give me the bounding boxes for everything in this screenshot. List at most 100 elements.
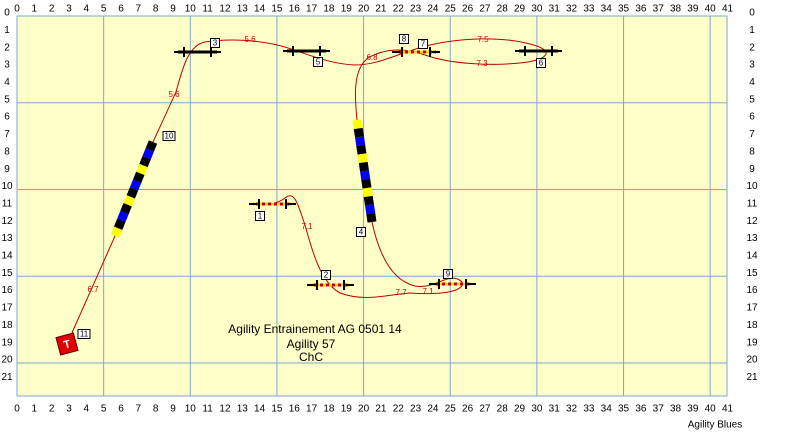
x-label: 2: [49, 404, 55, 415]
start-label: T: [62, 338, 72, 351]
caption-line: ChC: [299, 350, 323, 364]
y-label: 12: [1, 216, 13, 227]
obstacle-number: 2: [324, 271, 329, 280]
x-label: 24: [427, 404, 439, 415]
x-label: 7: [136, 404, 142, 415]
x-label: 15: [271, 404, 283, 415]
x-label: 33: [583, 404, 595, 415]
y-label: 21: [1, 372, 13, 383]
obstacle-number-box: [255, 211, 265, 221]
y-label: 6: [4, 112, 10, 123]
y-label: 9: [4, 164, 10, 175]
y-label: 3: [749, 60, 755, 71]
y-label: 10: [746, 181, 758, 192]
start: T: [55, 332, 79, 356]
y-label: 18: [746, 320, 758, 331]
weave-pole: [361, 178, 372, 189]
obstacle-number-box: [162, 131, 176, 141]
x-label: 29: [514, 404, 526, 415]
x-label: 16: [289, 4, 301, 15]
x-label: 40: [705, 4, 717, 15]
y-label: 8: [749, 146, 755, 157]
x-label: 36: [635, 4, 647, 15]
distance-label: 7.5: [477, 35, 489, 44]
distance-label: 7.7: [395, 288, 407, 297]
x-label: 28: [497, 4, 509, 15]
y-label: 0: [4, 8, 10, 19]
x-label: 21: [375, 4, 387, 15]
x-label: 34: [601, 4, 613, 15]
x-label: 21: [375, 404, 387, 415]
y-label: 1: [4, 25, 10, 36]
x-label: 19: [341, 4, 353, 15]
obstacle-number: 9: [446, 270, 451, 279]
weave-pole: [355, 136, 366, 147]
footer: Agility Blues: [688, 420, 742, 431]
x-label: 13: [237, 404, 249, 415]
x-label: 35: [618, 4, 630, 15]
x-label: 37: [653, 404, 665, 415]
y-label: 21: [746, 372, 758, 383]
x-label: 5: [101, 4, 107, 15]
x-label: 5: [101, 404, 107, 415]
y-label: 18: [1, 320, 13, 331]
obstacle-number: 1: [258, 212, 263, 221]
x-label: 12: [219, 4, 231, 15]
y-label: 2: [749, 42, 755, 53]
weave-pole: [136, 163, 148, 176]
x-label: 20: [358, 4, 370, 15]
x-label: 9: [170, 4, 176, 15]
x-label: 38: [670, 4, 682, 15]
y-label: 10: [1, 181, 13, 192]
y-label: 13: [746, 233, 758, 244]
x-label: 32: [566, 4, 578, 15]
y-label: 16: [746, 285, 758, 296]
x-label: 14: [254, 404, 266, 415]
x-label: 26: [462, 4, 474, 15]
weave-pole: [113, 218, 126, 230]
weave-pole: [129, 179, 142, 191]
obstacle-number-box: [443, 269, 453, 279]
obstacle-number: 7: [421, 40, 426, 49]
x-label: 6: [118, 4, 124, 15]
x-label: 38: [670, 404, 682, 415]
y-label: 7: [749, 129, 755, 140]
obstacle-number-box: [313, 57, 323, 67]
x-label: 37: [653, 4, 665, 15]
obstacle-number: 8: [402, 35, 407, 44]
x-label: 4: [84, 404, 90, 415]
x-label: 14: [254, 4, 266, 15]
caption-line: Agility 57: [287, 337, 336, 351]
obstacle-number-box: [418, 39, 428, 49]
y-label: 20: [1, 355, 13, 366]
y-label: 15: [1, 268, 13, 279]
weave-pole: [139, 155, 151, 168]
x-label: 32: [566, 404, 578, 415]
y-label: 4: [4, 77, 10, 88]
x-label: 12: [219, 404, 231, 415]
distance-label: 5.6: [244, 35, 256, 44]
obstacle-number: 4: [359, 228, 364, 237]
y-label: 17: [746, 303, 758, 314]
obstacle-number-box: [77, 329, 91, 339]
x-label: 22: [393, 404, 405, 415]
y-label: 5: [749, 94, 755, 105]
x-label: 1: [32, 404, 38, 415]
distance-label: 5.6: [168, 90, 180, 99]
x-label: 8: [153, 4, 159, 15]
x-label: 9: [170, 404, 176, 415]
caption-line: Agility Entrainement AG 0501 14: [228, 322, 402, 336]
obstacle-number: 6: [539, 59, 544, 68]
obstacle-number: 10: [165, 132, 174, 141]
y-label: 6: [749, 112, 755, 123]
x-label: 23: [410, 404, 422, 415]
obstacle-number: 11: [80, 330, 89, 339]
x-label: 0: [14, 4, 20, 15]
y-label: 20: [746, 355, 758, 366]
y-label: 0: [749, 8, 755, 19]
x-label: 2: [49, 4, 55, 15]
x-label: 36: [635, 404, 647, 415]
x-label: 3: [66, 4, 72, 15]
x-label: 34: [601, 404, 613, 415]
